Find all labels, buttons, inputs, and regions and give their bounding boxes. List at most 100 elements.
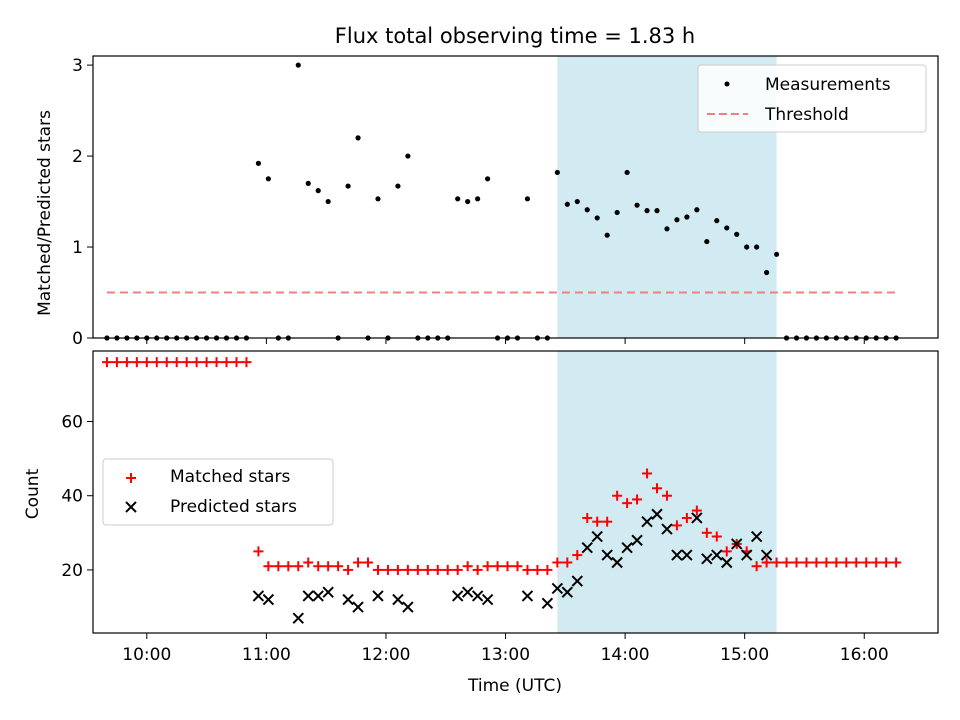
matched-stars-point xyxy=(512,561,523,572)
x-stroke-b xyxy=(571,575,583,587)
measurements-point xyxy=(265,176,271,182)
measurements-point xyxy=(325,198,331,205)
legend-matched-label: Matched stars xyxy=(170,467,290,487)
matched-stars-point xyxy=(881,557,892,568)
matched-stars-point xyxy=(343,564,354,575)
measurements-point xyxy=(684,214,690,220)
predicted-stars-point xyxy=(461,586,474,598)
matched-stars-point xyxy=(642,468,653,479)
measurements-point xyxy=(455,196,461,202)
matched-stars-point xyxy=(622,498,633,509)
matched-stars-point xyxy=(363,557,374,568)
bottom-legend: Matched stars Predicted stars xyxy=(102,458,334,526)
measurements-point xyxy=(624,169,630,176)
x-stroke-b xyxy=(481,593,494,606)
measurements-point xyxy=(754,244,760,250)
y-tick-label: 1 xyxy=(72,238,83,258)
x-stroke-b xyxy=(711,549,723,561)
x-stroke-b xyxy=(731,538,743,550)
matched-stars-point xyxy=(303,557,314,568)
legend-predicted-marker xyxy=(125,501,137,513)
matched-stars-point xyxy=(241,357,252,368)
x-stroke-b xyxy=(760,549,773,561)
matched-stars-point xyxy=(283,561,294,572)
predicted-stars-point xyxy=(252,590,265,602)
predicted-stars-point xyxy=(731,538,743,550)
x-stroke-b xyxy=(581,541,593,554)
matched-stars-point xyxy=(492,561,503,572)
matched-stars-point xyxy=(422,564,433,575)
x-tick-label: 12:00 xyxy=(361,645,410,665)
x-stroke-b xyxy=(661,523,673,535)
measurements-point xyxy=(674,217,680,223)
x-stroke-b xyxy=(521,590,534,602)
matched-stars-point xyxy=(293,561,304,572)
matched-stars-point xyxy=(582,512,593,523)
predicted-stars-point xyxy=(521,590,534,602)
measurements-point xyxy=(375,196,381,202)
x-tick-label: 16:00 xyxy=(840,645,889,665)
x-stroke-b xyxy=(561,586,574,598)
x-stroke-b xyxy=(631,534,643,546)
x-stroke-b xyxy=(402,601,414,613)
x-stroke-b xyxy=(322,586,334,598)
matched-stars-point xyxy=(681,512,692,523)
x-stroke-b xyxy=(451,590,464,602)
matched-stars-point xyxy=(761,557,772,568)
predicted-stars-point xyxy=(312,590,324,602)
matched-stars-point xyxy=(861,557,872,568)
predicted-stars-point xyxy=(611,556,623,569)
matched-stars-point xyxy=(121,357,132,368)
x-stroke-b xyxy=(721,556,733,569)
y-tick-label: 0 xyxy=(72,329,83,349)
matched-stars-point xyxy=(191,357,202,368)
top-legend: Measurements Threshold xyxy=(697,64,927,133)
bottom-plot-frame xyxy=(92,350,939,634)
measurements-point xyxy=(604,232,610,238)
matched-stars-point xyxy=(522,564,533,575)
predicted-stars-point xyxy=(760,549,773,561)
y-tick-label: 60 xyxy=(61,413,83,433)
matched-stars-point xyxy=(273,561,284,572)
x-stroke-b xyxy=(740,549,753,561)
x-stroke-b xyxy=(750,530,763,543)
x-stroke-b xyxy=(252,590,265,602)
matched-stars-point xyxy=(851,557,862,568)
matched-stars-point xyxy=(131,357,142,368)
y-tick-label: 2 xyxy=(72,147,83,167)
measurements-point xyxy=(484,176,491,182)
measurements-point xyxy=(305,180,311,186)
matched-stars-point xyxy=(831,557,842,568)
predicted-stars-point xyxy=(541,597,554,610)
predicted-stars-point xyxy=(750,530,763,543)
matched-stars-point xyxy=(751,561,762,572)
x-stroke-b xyxy=(641,515,653,528)
matched-stars-point xyxy=(171,357,182,368)
matched-stars-point xyxy=(101,357,112,368)
matched-stars-point xyxy=(721,546,732,557)
bottom-y-axis-label: Count xyxy=(23,468,43,519)
measurements-point xyxy=(664,226,670,232)
matched-stars-point xyxy=(482,561,493,572)
matched-stars-point xyxy=(452,564,463,575)
predicted-stars-point xyxy=(701,553,713,565)
predicted-stars-point xyxy=(740,549,753,561)
measurements-point xyxy=(295,62,301,68)
x-axis-label: Time (UTC) xyxy=(467,676,562,696)
predicted-stars-point xyxy=(671,549,683,561)
measurements-point xyxy=(395,183,401,189)
measurements-point xyxy=(584,207,590,213)
x-tick-label: 10:00 xyxy=(122,645,171,665)
matched-stars-point xyxy=(353,557,364,568)
predicted-stars-point xyxy=(561,586,574,598)
predicted-stars-point xyxy=(551,582,564,595)
predicted-stars-point xyxy=(581,541,593,554)
matched-stars-point xyxy=(871,557,882,568)
predicted-stars-point xyxy=(621,541,633,554)
legend-threshold-label: Threshold xyxy=(764,105,849,125)
predicted-stars-point xyxy=(711,549,723,561)
x-stroke-b xyxy=(392,593,404,606)
x-stroke-b xyxy=(292,612,304,624)
measurements-point xyxy=(704,238,710,245)
measurements-point xyxy=(634,202,640,208)
